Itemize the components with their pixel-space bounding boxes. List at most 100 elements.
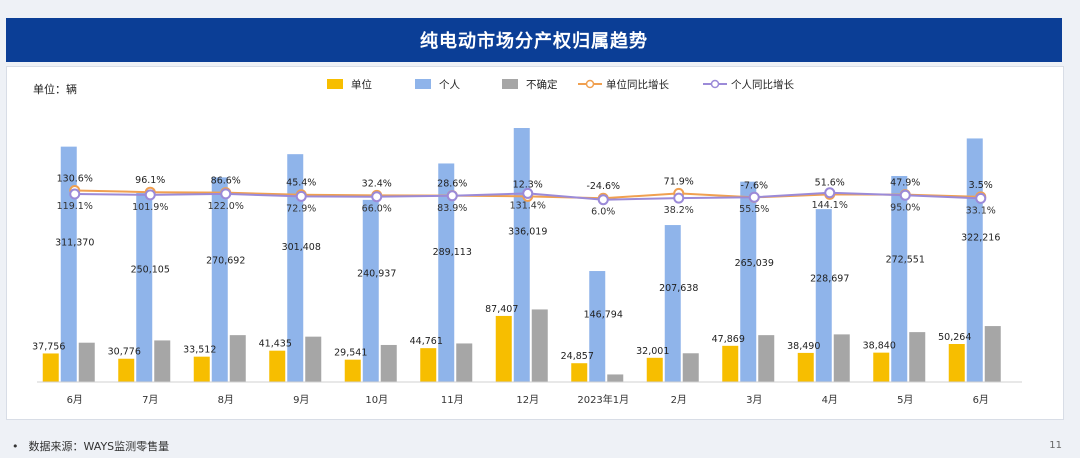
unit-value-label: 38,840 (863, 341, 896, 352)
bar-personal-5 (438, 163, 455, 382)
bar-uncertain-3 (305, 336, 322, 382)
personal-value-label: 146,794 (584, 310, 623, 321)
personal-value-label: 322,216 (961, 233, 1000, 244)
unit-value-label: 47,869 (712, 334, 745, 345)
bar-uncertain-5 (456, 343, 473, 382)
bar-unit-5 (420, 348, 437, 382)
chart-panel: 单位：辆 单位 个人 不确定 单位同比增长 个人同比增长 37,756 30,776 33,… (6, 66, 1064, 420)
personal-yoy-label: 6.0% (591, 207, 615, 218)
unit-yoy-label: 96.1% (135, 175, 165, 186)
bar-uncertain-6 (531, 309, 548, 382)
personal-yoy-label: 66.0% (362, 204, 392, 215)
personal-value-label: 301,408 (282, 242, 321, 253)
personal-value-label: 270,692 (206, 255, 245, 266)
x-tick-label: 2月 (671, 394, 687, 406)
bar-uncertain-2 (229, 335, 246, 382)
bar-uncertain-10 (833, 334, 850, 382)
x-axis-ticks: 6月 7月 8月 9月 10月 11月 12月 2023年1月 2月 3月 4月 5月 6月 (67, 393, 989, 406)
personal-yoy-point (748, 191, 760, 203)
personal-yoy-label: 33.1% (966, 205, 996, 216)
bar-uncertain-0 (78, 342, 95, 382)
personal-value-label: 336,019 (508, 227, 547, 238)
unit-yoy-label: -7.6% (740, 180, 768, 191)
legend-swatch (327, 79, 343, 89)
bar-unit-4 (344, 359, 361, 382)
legend: 单位 个人 不确定 单位同比增长 个人同比增长 (327, 78, 794, 91)
personal-yoy-label: 119.1% (57, 201, 93, 212)
personal-yoy-point (522, 187, 534, 199)
bar-unit-0 (42, 353, 59, 382)
unit-yoy-label: 32.4% (362, 178, 392, 189)
unit-value-label: 38,490 (787, 341, 820, 352)
personal-value-label: 240,937 (357, 268, 396, 279)
unit-yoy-label: 47.9% (890, 178, 920, 189)
legend-swatch (415, 79, 431, 89)
unit-value-label: 29,541 (334, 348, 367, 359)
personal-yoy-point (597, 194, 609, 206)
personal-yoy-point (295, 190, 307, 202)
personal-yoy-point (69, 188, 81, 200)
personal-yoy-label: 72.9% (286, 203, 316, 214)
personal-yoy-label: 95.0% (890, 202, 920, 213)
bar-unit-6 (495, 315, 512, 382)
unit-value-label: 33,512 (183, 345, 216, 356)
personal-yoy-label: 101.9% (132, 202, 168, 213)
line-layer (69, 184, 987, 206)
bar-personal-11 (891, 175, 908, 382)
bar-unit-1 (118, 358, 135, 382)
personal-yoy-point (144, 189, 156, 201)
bar-layer (42, 128, 1001, 382)
legend-marker (585, 79, 595, 89)
unit-yoy-label: 86.6% (211, 176, 241, 187)
personal-yoy-label: 55.5% (739, 204, 769, 215)
unit-value-label: 44,761 (410, 336, 443, 347)
personal-value-label: 207,638 (659, 283, 698, 294)
personal-yoy-label: 131.4% (510, 200, 546, 211)
bar-unit-11 (873, 352, 890, 382)
bar-uncertain-1 (154, 340, 171, 382)
x-tick-label: 2023年1月 (577, 393, 629, 406)
x-tick-label: 4月 (822, 394, 838, 406)
unit-yoy-label: 71.9% (664, 176, 694, 187)
bar-uncertain-12 (984, 326, 1001, 382)
personal-yoy-point (673, 192, 685, 204)
bar-personal-12 (966, 138, 983, 382)
personal-yoy-point (220, 188, 232, 200)
unit-value-label: 50,264 (938, 332, 971, 343)
bar-uncertain-8 (682, 353, 699, 382)
unit-yoy-label: 51.6% (815, 177, 845, 188)
unit-value-label: 87,407 (485, 304, 518, 315)
personal-yoy-label: 144.1% (812, 200, 848, 211)
personal-yoy-label: 83.9% (437, 203, 467, 214)
bar-personal-7 (589, 271, 606, 382)
bar-personal-8 (664, 225, 681, 382)
legend-label: 单位同比增长 (606, 78, 669, 91)
x-tick-label: 12月 (516, 394, 539, 406)
bar-uncertain-4 (380, 344, 397, 382)
bar-unit-3 (269, 350, 286, 382)
personal-yoy-point (371, 191, 383, 203)
unit-yoy-label: 3.5% (969, 180, 993, 191)
source-note: • 数据来源：WAYS监测零售量 (12, 438, 169, 454)
bar-personal-4 (362, 199, 379, 382)
bar-uncertain-7 (607, 374, 624, 382)
x-tick-label: 11月 (441, 394, 464, 406)
unit-value-label: 41,435 (259, 339, 292, 350)
x-tick-label: 10月 (365, 394, 388, 406)
label-layer: 37,756 30,776 33,512 41,435 29,541 44,761 87,4… (32, 173, 1000, 362)
unit-yoy-label: 130.6% (57, 173, 93, 184)
unit-yoy-label: 12.3% (513, 179, 543, 190)
source-text: 数据来源：WAYS监测零售量 (28, 440, 170, 453)
bar-personal-9 (740, 181, 757, 382)
legend-label: 个人同比增长 (731, 78, 794, 91)
bar-unit-2 (193, 356, 210, 382)
personal-yoy-point (975, 192, 987, 204)
x-tick-label: 9月 (293, 394, 309, 406)
x-tick-label: 6月 (67, 394, 83, 406)
personal-value-label: 272,551 (886, 255, 925, 266)
unit-value-label: 24,857 (561, 351, 594, 362)
bar-personal-0 (60, 146, 77, 382)
legend-swatch (502, 79, 518, 89)
chart-canvas: 单位：辆 单位 个人 不确定 单位同比增长 个人同比增长 37,756 30,776 33,… (32, 78, 1022, 406)
personal-yoy-point (899, 189, 911, 201)
